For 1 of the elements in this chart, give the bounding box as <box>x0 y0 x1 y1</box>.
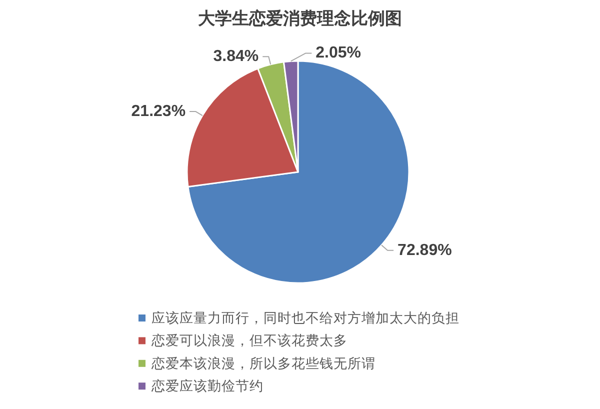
title: 大学生恋爱消费理念比例图 <box>198 9 402 28</box>
